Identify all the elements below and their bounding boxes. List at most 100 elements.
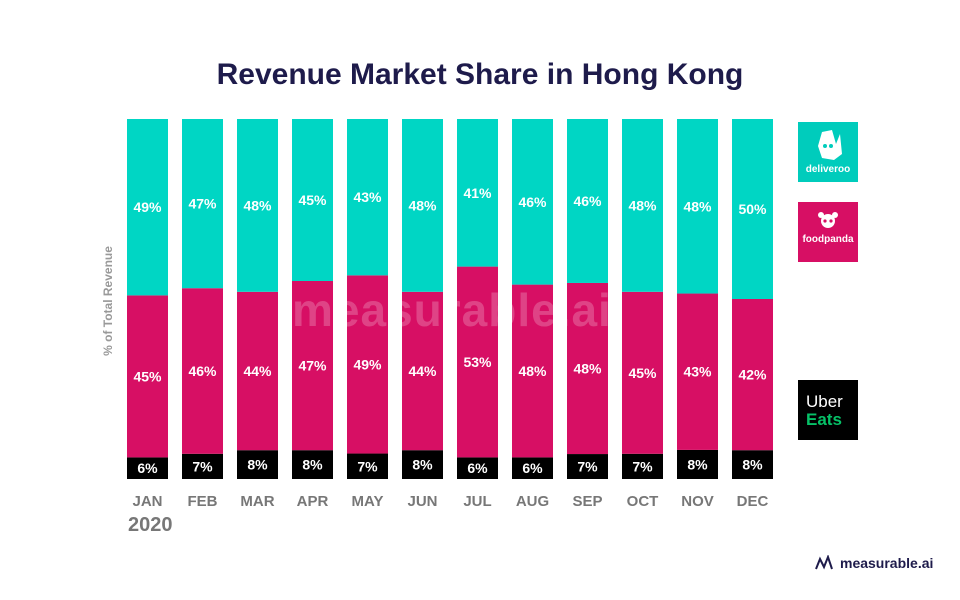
bar-value-label: 49% <box>353 356 382 372</box>
panda-icon <box>818 212 838 228</box>
bar-mar-series-1 <box>237 291 278 451</box>
bar-jan-series-0 <box>127 457 168 479</box>
bar-value-label: 8% <box>742 457 763 473</box>
bar-value-label: 8% <box>412 457 433 473</box>
bar-nov-series-2 <box>677 119 718 294</box>
foodpanda-logo: foodpanda <box>798 202 858 262</box>
bar-sep-series-0 <box>567 454 608 479</box>
bar-value-label: 48% <box>243 197 272 213</box>
bar-value-label: 44% <box>408 363 437 379</box>
bar-value-label: 46% <box>518 194 547 210</box>
bar-value-label: 43% <box>683 364 712 380</box>
bar-dec-series-0 <box>732 450 773 479</box>
bar-value-label: 41% <box>463 185 492 201</box>
x-tick-labels: JAN FEB MAR APR MAY JUN JUL AUG SEP OCT NOV DEC <box>132 493 768 510</box>
measurable-logo-icon <box>815 555 833 570</box>
bar-value-label: 6% <box>522 460 543 476</box>
bar-value-label: 48% <box>408 197 437 213</box>
bar-jul-series-0 <box>457 457 498 479</box>
bar-nov-series-0 <box>677 449 718 479</box>
bar-value-label: 48% <box>573 361 602 377</box>
bars-group: 6% 45% 49% 7% 46% 47% 8% 44% 48% 8% 47% 45% 7% 49% 43%… <box>127 119 773 479</box>
bar-value-label: 8% <box>247 457 268 473</box>
bar-value-label: 8% <box>302 457 323 473</box>
bar-mar-series-2 <box>237 119 278 292</box>
foodpanda-wordmark: foodpanda <box>802 234 854 245</box>
bar-value-label: 8% <box>687 456 708 472</box>
bar-sep-series-1 <box>567 282 608 455</box>
x-tick-label: DEC <box>737 493 769 510</box>
bar-jan-series-2 <box>127 119 168 296</box>
bar-aug-series-1 <box>512 284 553 458</box>
x-tick-label: SEP <box>572 493 602 510</box>
bar-jul-series-2 <box>457 119 498 267</box>
y-axis-label: % of Total Revenue <box>101 246 115 356</box>
bar-jan-series-1 <box>127 295 168 458</box>
bar-feb-series-2 <box>182 119 223 289</box>
x-tick-label: APR <box>297 493 329 510</box>
deliveroo-logo: deliveroo <box>798 122 858 182</box>
bar-jun-series-2 <box>402 119 443 292</box>
bar-oct-series-0 <box>622 453 663 479</box>
footer-text: measurable.ai <box>840 555 934 571</box>
uber-wordmark: Uber <box>806 392 843 411</box>
x-tick-label: AUG <box>516 493 549 510</box>
x-tick-label: FEB <box>188 493 218 510</box>
bar-value-label: 7% <box>357 458 378 474</box>
deliveroo-kangaroo-icon <box>818 130 842 160</box>
bar-value-label: 47% <box>298 358 327 374</box>
bar-feb-series-1 <box>182 288 223 454</box>
chart-title: Revenue Market Share in Hong Kong <box>216 58 744 91</box>
bar-value-label: 6% <box>137 460 158 476</box>
bar-value-label: 53% <box>463 354 492 370</box>
x-tick-label: NOV <box>681 493 714 510</box>
bar-value-label: 46% <box>188 363 217 379</box>
bar-value-label: 48% <box>518 363 547 379</box>
bar-value-label: 7% <box>577 459 598 475</box>
bar-value-label: 50% <box>738 201 767 217</box>
bar-sep-series-2 <box>567 119 608 283</box>
x-tick-label: JAN <box>132 493 162 510</box>
year-label: 2020 <box>128 514 173 536</box>
x-tick-label: OCT <box>627 493 659 510</box>
bar-value-label: 42% <box>738 367 767 383</box>
bar-aug-series-0 <box>512 457 553 479</box>
bar-value-label: 6% <box>467 460 488 476</box>
bar-value-label: 43% <box>353 189 382 205</box>
bar-value-label: 7% <box>632 458 653 474</box>
bar-value-label: 48% <box>628 197 657 213</box>
bar-may-series-2 <box>347 119 388 276</box>
bar-value-label: 49% <box>133 199 162 215</box>
bar-oct-series-1 <box>622 291 663 454</box>
bar-may-series-1 <box>347 275 388 454</box>
bar-value-label: 48% <box>683 198 712 214</box>
bar-may-series-0 <box>347 453 388 479</box>
bar-value-label: 47% <box>188 196 217 212</box>
bar-value-label: 45% <box>133 368 162 384</box>
eats-wordmark: Eats <box>806 410 842 429</box>
bar-oct-series-2 <box>622 119 663 292</box>
bar-dec-series-2 <box>732 119 773 299</box>
bar-mar-series-0 <box>237 450 278 479</box>
deliveroo-wordmark: deliveroo <box>805 164 851 175</box>
x-tick-label: MAY <box>352 493 384 510</box>
footer-brand: measurable.ai <box>814 555 933 571</box>
bar-apr-series-0 <box>292 450 333 479</box>
bar-value-label: 45% <box>628 365 657 381</box>
bar-apr-series-2 <box>292 119 333 281</box>
x-tick-label: JUL <box>463 493 491 510</box>
watermark: measurable.ai <box>292 284 612 336</box>
bar-value-label: 45% <box>298 192 327 208</box>
bar-value-label: 44% <box>243 363 272 379</box>
x-tick-label: JUN <box>407 493 437 510</box>
bar-value-label: 7% <box>192 458 213 474</box>
bar-jun-series-1 <box>402 291 443 451</box>
bar-jun-series-0 <box>402 450 443 479</box>
bar-aug-series-2 <box>512 119 553 285</box>
bar-nov-series-1 <box>677 293 718 450</box>
bar-feb-series-0 <box>182 453 223 479</box>
bar-dec-series-1 <box>732 299 773 451</box>
bar-jul-series-1 <box>457 266 498 458</box>
bar-apr-series-1 <box>292 281 333 451</box>
